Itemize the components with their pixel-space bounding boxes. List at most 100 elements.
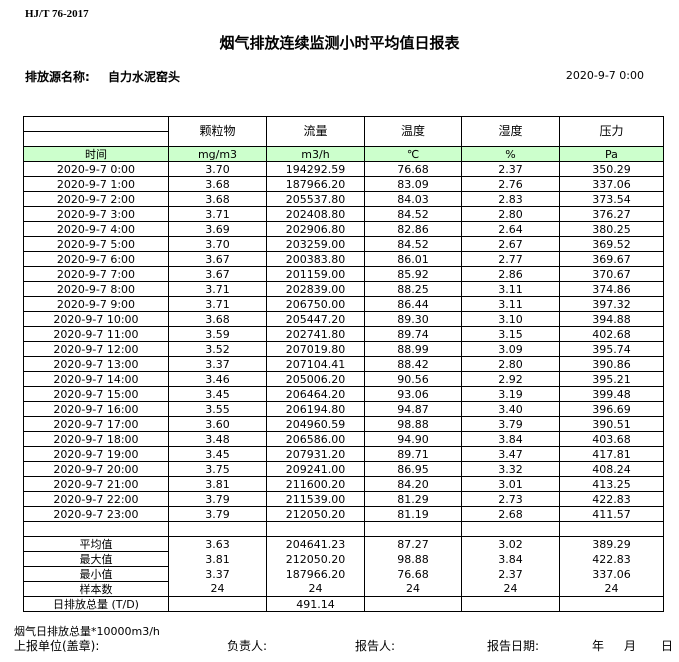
note: 烟气日排放总量*10000m3/h (14, 625, 160, 638)
value-cell: 88.99 (364, 341, 462, 357)
table-row: 2020-9-7 19:00 3.45 207931.20 89.71 3.47 417.… (23, 446, 664, 462)
value-cell: 3.68 (168, 176, 267, 192)
value-cell: 212050.20 (266, 506, 365, 522)
row-label: 2020-9-7 18:00 (23, 431, 169, 447)
value-cell: 2.68 (461, 506, 560, 522)
value-cell: 373.54 (559, 191, 664, 207)
value-cell: 3.84 (461, 551, 560, 567)
source-label: 排放源名称: (25, 70, 90, 84)
summary-row: 样本数 24 24 24 24 24 (23, 581, 664, 597)
value-cell: 3.70 (168, 161, 267, 177)
value-cell: 98.88 (364, 416, 462, 432)
row-label: 2020-9-7 16:00 (23, 401, 169, 417)
value-cell: 2.37 (461, 161, 560, 177)
value-cell: 3.71 (168, 206, 267, 222)
value-cell: 390.51 (559, 416, 664, 432)
value-cell: 3.84 (461, 431, 560, 447)
table-row: 2020-9-7 11:00 3.59 202741.80 89.74 3.15 402.… (23, 326, 664, 342)
value-cell: 389.29 (559, 536, 664, 552)
unit-cell: Pa (559, 146, 664, 162)
time-header: 时间 (23, 146, 169, 162)
column-header: 温度 (364, 116, 462, 147)
reporting-unit-label: 上报单位(盖章): (14, 639, 100, 653)
table-row: 2020-9-7 0:00 3.70 194292.59 76.68 2.37 350.2… (23, 161, 664, 177)
value-cell: 204641.23 (266, 536, 365, 552)
row-label: 2020-9-7 20:00 (23, 461, 169, 477)
value-cell (461, 596, 560, 612)
value-cell: 3.10 (461, 311, 560, 327)
value-cell: 207104.41 (266, 356, 365, 372)
summary-row: 最大值 3.81 212050.20 98.88 3.84 422.83 (23, 551, 664, 567)
value-cell: 84.52 (364, 236, 462, 252)
value-cell: 194292.59 (266, 161, 365, 177)
value-cell: 396.69 (559, 401, 664, 417)
blank-header-cell (23, 116, 169, 132)
value-cell (364, 596, 462, 612)
blank-row (23, 521, 664, 537)
unit-cell: mg/m3 (168, 146, 267, 162)
row-label: 2020-9-7 7:00 (23, 266, 169, 282)
table-row: 2020-9-7 23:00 3.79 212050.20 81.19 2.68 411.… (23, 506, 664, 522)
value-cell: 3.79 (168, 506, 267, 522)
value-cell: 88.42 (364, 356, 462, 372)
row-label: 2020-9-7 19:00 (23, 446, 169, 462)
value-cell: 81.19 (364, 506, 462, 522)
standard-code: HJ/T 76-2017 (25, 8, 89, 20)
value-cell: 24 (461, 581, 560, 597)
column-header: 颗粒物 (168, 116, 267, 147)
table-row: 2020-9-7 22:00 3.79 211539.00 81.29 2.73 422.… (23, 491, 664, 507)
unit-cell: m3/h (266, 146, 365, 162)
table-row: 2020-9-7 12:00 3.52 207019.80 88.99 3.09 395.… (23, 341, 664, 357)
value-cell: 3.37 (168, 356, 267, 372)
value-cell: 84.03 (364, 191, 462, 207)
value-cell: 3.32 (461, 461, 560, 477)
value-cell: 200383.80 (266, 251, 365, 267)
day-label: 日 (661, 639, 674, 653)
blank-header-cell (23, 131, 169, 147)
value-cell: 402.68 (559, 326, 664, 342)
table-row: 2020-9-7 20:00 3.75 209241.00 86.95 3.32 408.… (23, 461, 664, 477)
value-cell: 82.86 (364, 221, 462, 237)
value-cell: 411.57 (559, 506, 664, 522)
value-cell (168, 596, 267, 612)
value-cell: 187966.20 (266, 566, 365, 582)
value-cell: 94.90 (364, 431, 462, 447)
value-cell: 206586.00 (266, 431, 365, 447)
value-cell: 206194.80 (266, 401, 365, 417)
value-cell: 24 (364, 581, 462, 597)
column-header: 压力 (559, 116, 664, 147)
value-cell: 84.20 (364, 476, 462, 492)
value-cell: 376.27 (559, 206, 664, 222)
value-cell: 2.92 (461, 371, 560, 387)
table-row: 2020-9-7 17:00 3.60 204960.59 98.88 3.79 390.… (23, 416, 664, 432)
value-cell: 3.55 (168, 401, 267, 417)
row-label: 2020-9-7 14:00 (23, 371, 169, 387)
value-cell: 491.14 (266, 596, 365, 612)
value-cell: 417.81 (559, 446, 664, 462)
value-cell: 3.67 (168, 251, 267, 267)
row-label: 2020-9-7 17:00 (23, 416, 169, 432)
table-row: 2020-9-7 15:00 3.45 206464.20 93.06 3.19 399.… (23, 386, 664, 402)
row-label: 2020-9-7 12:00 (23, 341, 169, 357)
value-cell: 24 (266, 581, 365, 597)
value-cell: 205006.20 (266, 371, 365, 387)
summary-row: 最小值 3.37 187966.20 76.68 2.37 337.06 (23, 566, 664, 582)
value-cell: 422.83 (559, 491, 664, 507)
responsible-label: 负责人: (227, 639, 268, 653)
value-cell: 207019.80 (266, 341, 365, 357)
value-cell: 2.86 (461, 266, 560, 282)
value-cell: 86.44 (364, 296, 462, 312)
row-label: 2020-9-7 10:00 (23, 311, 169, 327)
value-cell: 202741.80 (266, 326, 365, 342)
value-cell: 211539.00 (266, 491, 365, 507)
table-row: 2020-9-7 21:00 3.81 211600.20 84.20 3.01 413.… (23, 476, 664, 492)
table-row: 2020-9-7 3:00 3.71 202408.80 84.52 2.80 376.2… (23, 206, 664, 222)
row-label: 2020-9-7 23:00 (23, 506, 169, 522)
value-cell: 83.09 (364, 176, 462, 192)
value-cell: 87.27 (364, 536, 462, 552)
value-cell: 89.71 (364, 446, 462, 462)
value-cell: 3.79 (168, 491, 267, 507)
table-row: 2020-9-7 4:00 3.69 202906.80 82.86 2.64 380.2… (23, 221, 664, 237)
value-cell: 202906.80 (266, 221, 365, 237)
row-label (23, 521, 169, 537)
